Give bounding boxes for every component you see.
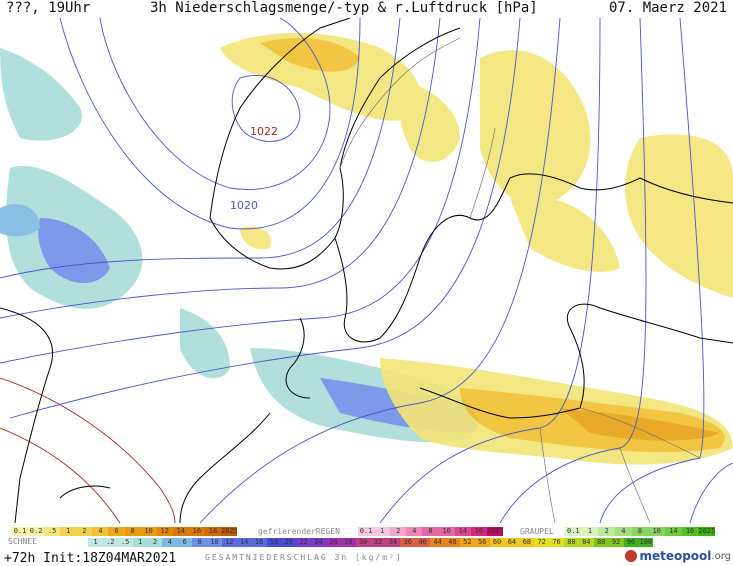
- snow-scale-step: 56: [474, 538, 490, 547]
- rain-scale-step: 6: [108, 527, 125, 536]
- snow-scale-step: 6: [177, 538, 193, 547]
- snow-scale-step: 12: [221, 538, 237, 547]
- snow-scale-step: 22: [296, 538, 312, 547]
- header-bar: ???, 19Uhr 3h Niederschlagsmenge/-typ & …: [0, 0, 733, 18]
- rain-scale-step: 1: [60, 527, 77, 536]
- graupel-scale-step: 10: [648, 527, 666, 536]
- valid-day-label: ???, 19Uhr: [6, 0, 91, 16]
- logo-suffix: .org: [711, 550, 731, 562]
- freezing-rain-scale-step: 14: [454, 527, 471, 536]
- logo-icon: [625, 550, 638, 562]
- graupel-scale-step: 1: [581, 527, 599, 536]
- snow-scale-step: 60: [489, 538, 505, 547]
- freezing-rain-scale-step: 0.1: [358, 527, 375, 536]
- snow-scale-step: 68: [519, 538, 535, 547]
- snow-scale-step: 26: [326, 538, 341, 547]
- snow-scale-step: 76: [549, 538, 564, 547]
- rain-scale-step: 16: [188, 527, 205, 536]
- snow-scale-step: 72: [534, 538, 550, 547]
- snow-scale-step: 88: [593, 538, 609, 547]
- snow-scale-step: 28: [340, 538, 356, 547]
- freezing-rain-scale-step: 4: [406, 527, 423, 536]
- snow-scale-step: 2: [147, 538, 163, 547]
- valid-date-label: 07. Maerz 2021: [608, 0, 727, 16]
- snow-scale-step: 32: [370, 538, 386, 547]
- snow-scale-step: 40: [415, 538, 431, 547]
- rain-scale-step: 2: [76, 527, 93, 536]
- snow-scale-step: 34: [385, 538, 401, 547]
- isobar-label-1020: 1020: [230, 199, 258, 212]
- rain-areas: [220, 33, 733, 465]
- rain-scale-step: 2025+: [221, 527, 238, 536]
- logo-text: meteopool: [639, 549, 712, 563]
- map-title: 3h Niederschlagsmenge/-typ & r.Luftdruck…: [150, 0, 538, 16]
- rain-scale-step: 0.2: [28, 527, 45, 536]
- rain-scale-step: 8: [124, 527, 141, 536]
- isobar-label-1022: 1022: [250, 125, 278, 138]
- rain-scale-step: 10: [140, 527, 157, 536]
- freezing-rain-scale-step: 2025+: [486, 527, 503, 536]
- snow-scale-step: 64: [504, 538, 520, 547]
- graupel-scale-step: 0.1: [565, 527, 582, 536]
- rain-scale-step: 18: [204, 527, 222, 536]
- freezing-rain-label: gefrierenderREGEN: [258, 527, 340, 536]
- graupel-label: GRAUPEL: [520, 527, 554, 536]
- snow-scale-step: 10: [207, 538, 222, 547]
- freezing-rain-scale-step: 2: [390, 527, 407, 536]
- snow-scale-step: .2: [102, 538, 118, 547]
- freezing-rain-scale-step: 10: [438, 527, 455, 536]
- freezing-rain-scale-step: 16: [470, 527, 487, 536]
- snow-scale-step: 1: [88, 538, 103, 547]
- graupel-scale-step: 2025+: [698, 527, 716, 536]
- snow-scale-step: 8: [192, 538, 207, 547]
- snow-scale-step: 30: [355, 538, 371, 547]
- snow-scale: 1.2.5 1 2 4 6 8 10 12 14 16 18 20 22 24 26 28 30 32 34 36 40…: [88, 538, 654, 547]
- rain-scale-step: 14: [172, 527, 189, 536]
- graupel-scale-step: 2: [598, 527, 616, 536]
- snow-scale-step: 100: [638, 538, 654, 547]
- snow-label: SCHNEE: [8, 537, 37, 546]
- rain-scale-step: 4: [92, 527, 109, 536]
- snow-scale-step: 96: [623, 538, 639, 547]
- rain-scale-step: .5: [44, 527, 61, 536]
- freezing-rain-scale-step: 8: [422, 527, 439, 536]
- snow-scale-step: .5: [117, 538, 133, 547]
- snow-scale-step: 14: [236, 538, 252, 547]
- snow-scale-step: 52: [459, 538, 475, 547]
- graupel-scale-step: 8: [631, 527, 649, 536]
- snow-scale-step: 84: [578, 538, 594, 547]
- snow-scale-step: 80: [564, 538, 579, 547]
- snow-scale-step: 24: [311, 538, 326, 547]
- run-info: +72h Init:18Z04MAR2021: [4, 551, 177, 566]
- snow-scale-step: 20: [281, 538, 297, 547]
- snow-scale-step: 44: [430, 538, 445, 547]
- snow-scale-step: 1: [132, 538, 148, 547]
- isobars: [0, 18, 733, 523]
- snow-scale-step: 92: [608, 538, 624, 547]
- graupel-scale-step: 4: [615, 527, 632, 536]
- graupel-scale-step: 14: [665, 527, 682, 536]
- precipitation-map: 1022 1020: [0, 18, 733, 523]
- snow-scale-step: 4: [162, 538, 178, 547]
- snow-scale-step: 48: [445, 538, 460, 547]
- graupel-scale-step: 16: [681, 527, 699, 536]
- meteopool-logo[interactable]: meteopool .org: [625, 548, 731, 564]
- rain-scale-step: 12: [156, 527, 173, 536]
- snow-scale-step: 36: [400, 538, 416, 547]
- freezing-rain-scale-step: 1: [374, 527, 391, 536]
- coastlines: [0, 18, 733, 523]
- snow-scale-step: 18: [266, 538, 282, 547]
- total-precip-label: GESAMTNIEDERSCHLAG 3h [kg/m²]: [205, 553, 403, 562]
- snow-scale-step: 16: [251, 538, 267, 547]
- rain-scale-step: 0.1: [12, 527, 29, 536]
- country-borders: [339, 37, 701, 523]
